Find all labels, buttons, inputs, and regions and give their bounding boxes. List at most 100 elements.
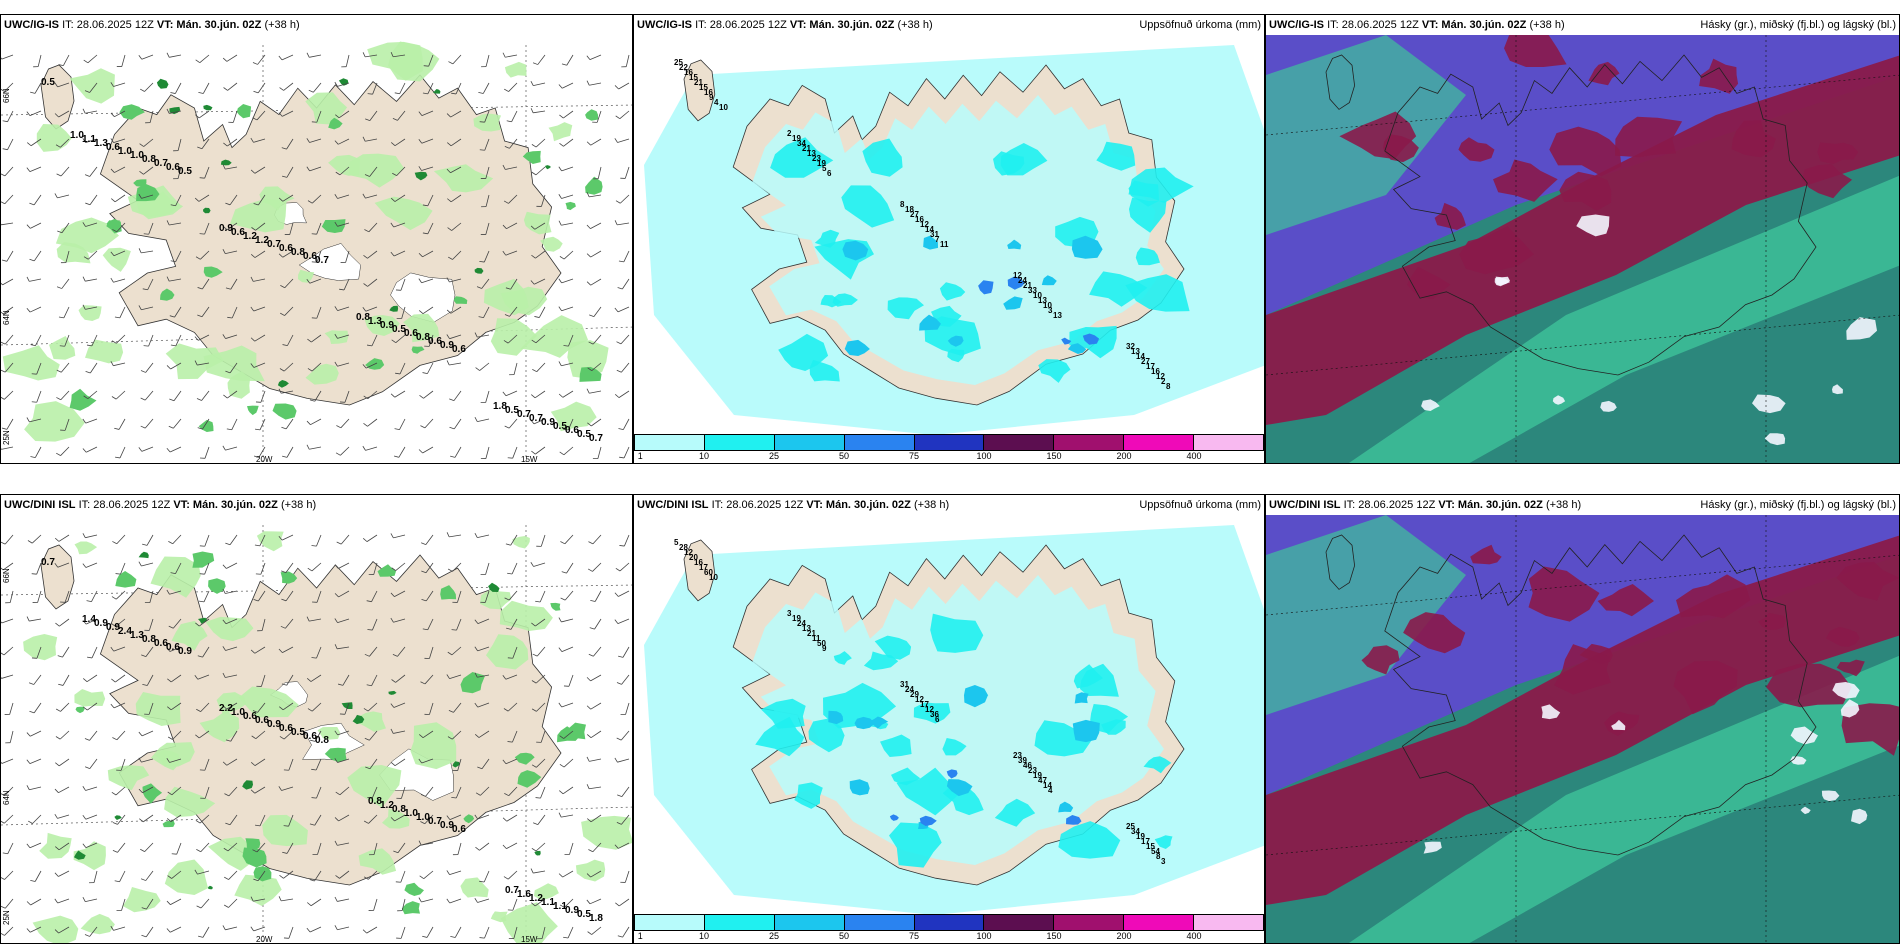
wind-barb (483, 306, 490, 318)
high-cloud-patch (1554, 644, 1611, 695)
precip-area-10 (1128, 167, 1194, 203)
wind-barb (202, 926, 210, 938)
wind-barb-flag (422, 204, 428, 207)
wind-barb-flag (311, 657, 317, 659)
wind-barb-flag (559, 451, 565, 456)
wind-barb-flag (223, 904, 229, 908)
wind-barb (36, 562, 42, 575)
wind-barb-flag (222, 925, 226, 930)
wind-barb (87, 390, 98, 400)
wind-barb (397, 110, 406, 121)
wind-barb (337, 306, 350, 311)
precip-area-mid (321, 219, 346, 233)
precip-area-25 (828, 710, 844, 725)
wind-value-label: 2.4 (118, 626, 132, 637)
wind-barb (485, 562, 490, 575)
wind-barb (316, 250, 322, 263)
wind-barb (148, 702, 154, 715)
colorbar-swatch (704, 915, 775, 930)
wind-barb (536, 702, 546, 712)
wind-barb (59, 618, 70, 627)
wind-barb (373, 842, 378, 855)
wind-barb-flag (474, 332, 478, 338)
wind-barb (316, 110, 322, 123)
precip-area-dark (433, 89, 441, 94)
precip-value-label: 21 (1023, 281, 1032, 290)
wind-barb (429, 646, 434, 659)
wind-barb-flag (334, 840, 338, 846)
wind-barb-flag (1, 427, 8, 430)
wind-barb (285, 562, 294, 573)
wind-barb (58, 110, 70, 118)
colorbar-tick-label: 400 (1186, 931, 1202, 941)
wind-barb (561, 306, 574, 312)
precip-area-25 (1071, 235, 1103, 259)
wind-barb (4, 334, 14, 345)
colorbar-tick-label: 1 (637, 451, 643, 461)
wind-barb (200, 250, 210, 260)
wind-barb (369, 166, 378, 177)
precip-area-10 (889, 822, 942, 868)
wind-value-label: 1.3 (368, 316, 382, 327)
wind-barb-flag (306, 444, 310, 450)
precip-value-label: 24 (797, 619, 806, 628)
colorbar-tick-label: 400 (1186, 451, 1202, 461)
wind-value-label: 0.6 (303, 731, 317, 742)
wind-barb (540, 786, 546, 799)
precip-area-mid (133, 179, 147, 187)
wind-barb-flag (446, 277, 450, 283)
latitude-line (1266, 794, 1899, 856)
wind-barb-flag (394, 92, 400, 95)
wind-barb (113, 82, 126, 87)
wind-barb-flag (339, 288, 345, 291)
wind-barb (338, 138, 350, 145)
wind-barb (5, 898, 14, 909)
wind-barb-flag (138, 757, 142, 763)
wind-barb-flag (141, 907, 147, 910)
wind-barb (561, 278, 574, 284)
wind-barb-flag (110, 925, 114, 931)
wind-barb (63, 54, 70, 66)
wind-barb-flag (479, 880, 485, 883)
wind-barb (119, 446, 126, 459)
wind-barb-flag (362, 538, 368, 542)
wind-barb (226, 54, 238, 62)
wind-value-label: 2.2 (219, 703, 233, 714)
precip-colorbar (634, 434, 1264, 451)
wind-barb-flag (390, 222, 395, 228)
wind-barb (421, 758, 434, 764)
precip-area-50 (1066, 815, 1082, 825)
wind-barb (340, 418, 350, 429)
wind-barb (286, 446, 294, 458)
wind-value-label: 0.7 (529, 413, 543, 424)
precip-area-dark (414, 171, 428, 181)
wind-barb (562, 870, 574, 878)
precip-area-light (499, 600, 553, 631)
wind-barb (477, 334, 490, 338)
wind-barb (477, 814, 490, 820)
wind-barb-flag (531, 339, 537, 344)
wind-barb (450, 138, 462, 147)
wind-barb-flag (222, 334, 226, 339)
precip-area-light (164, 859, 209, 895)
wind-barb-flag (559, 790, 564, 795)
wind-barb (175, 334, 182, 347)
wind-barb (449, 814, 462, 820)
wind-barb (481, 758, 490, 769)
wind-barb (564, 898, 574, 908)
wind-barb (228, 786, 238, 797)
precip-area-dark (220, 159, 232, 166)
wind-barb-flag (1, 88, 5, 92)
wind-barb-flag (56, 397, 61, 401)
wind-barb-flag (364, 229, 370, 233)
wind-barb-flag (507, 572, 513, 575)
precip-area-light (36, 124, 72, 152)
wind-barb-flag (54, 872, 59, 877)
precip-area-25 (1074, 692, 1089, 704)
precip-area-dark (474, 267, 484, 274)
precip-value-label: 5 (674, 538, 679, 547)
precip-area-50 (946, 769, 958, 779)
wind-barb (623, 250, 630, 263)
wind-barb (589, 898, 602, 905)
wind-barb-flag (140, 397, 146, 401)
